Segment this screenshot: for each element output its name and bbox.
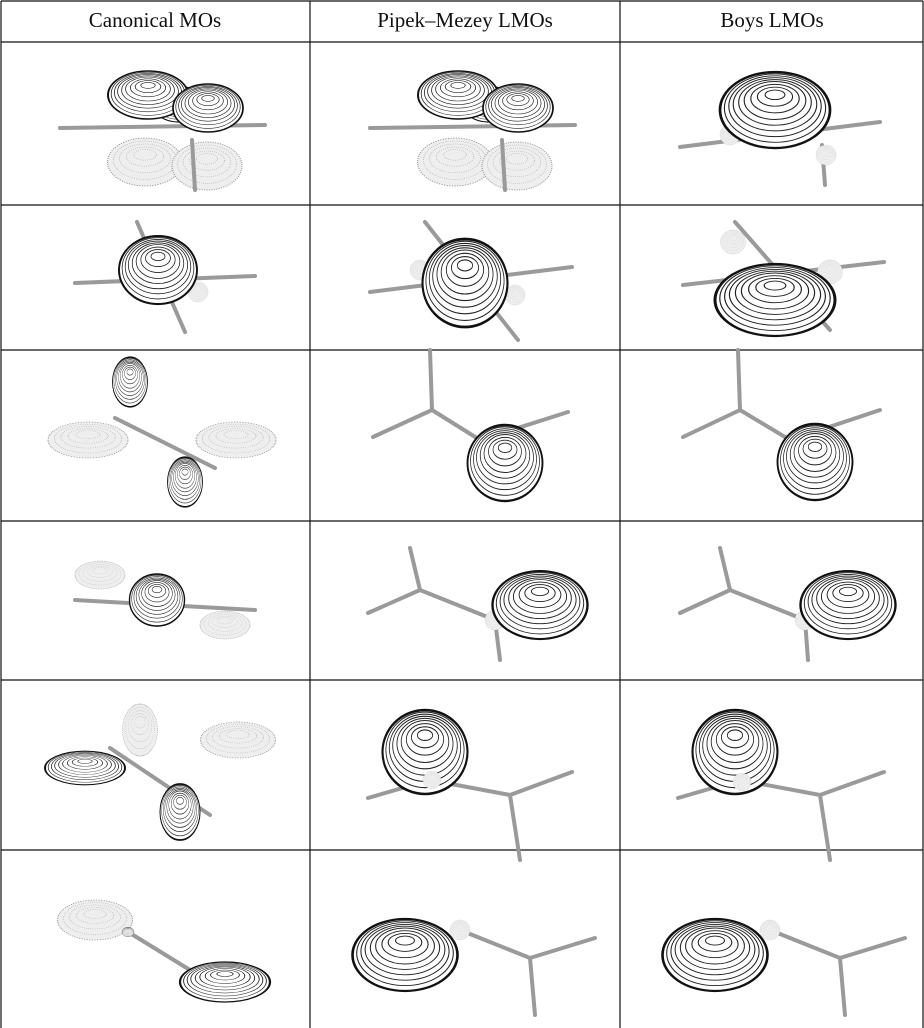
negative-lobe [732, 773, 752, 791]
negative-lobe [56, 899, 134, 941]
bond-stick [508, 793, 522, 862]
orbital-image [368, 220, 574, 342]
bond-stick [678, 546, 732, 615]
orbital-image [351, 917, 597, 1017]
negative-lobe [106, 137, 184, 187]
positive-lobe [466, 423, 544, 503]
negative-lobe [422, 771, 442, 789]
positive-lobe [166, 456, 204, 508]
bond-stick [190, 138, 197, 192]
negative-lobe [199, 610, 251, 640]
bond-stick [113, 416, 217, 470]
bond-stick [58, 123, 267, 130]
column-header: Boys LMOs [720, 8, 823, 32]
negative-lobe [195, 421, 277, 459]
bond-stick [371, 348, 434, 439]
positive-lobe [713, 262, 837, 338]
bond-stick [123, 928, 192, 972]
orbital-image [73, 220, 257, 334]
bond-stick [368, 123, 577, 130]
orbital-image [56, 899, 272, 1004]
orbital-image [43, 703, 277, 841]
orbital-image [676, 708, 886, 862]
positive-lobe [121, 927, 135, 937]
orbital-image [661, 917, 907, 1017]
negative-lobe [815, 144, 837, 166]
orbital-image [678, 546, 897, 662]
bond-stick [676, 770, 886, 800]
bond-stick [500, 138, 507, 192]
orbital-image [678, 70, 882, 187]
negative-lobe [720, 229, 746, 255]
bond-stick [838, 956, 847, 1017]
bond-stick [366, 546, 422, 615]
positive-lobe [661, 917, 769, 993]
bond-stick [366, 770, 574, 800]
negative-lobe [122, 703, 158, 757]
column-header: Canonical MOs [89, 8, 221, 32]
negative-lobe [199, 721, 277, 759]
orbital-image [368, 69, 577, 192]
column-header: Pipek–Mezey LMOs [377, 8, 553, 32]
bond-stick [681, 348, 742, 439]
bond-stick [768, 928, 907, 960]
positive-lobe [117, 234, 199, 306]
positive-lobe [172, 83, 244, 133]
negative-lobe [416, 137, 494, 187]
positive-lobe [178, 960, 272, 1004]
orbital-image [681, 348, 882, 502]
negative-lobe [759, 919, 781, 941]
positive-lobe [718, 70, 832, 150]
positive-lobe [776, 422, 854, 502]
positive-lobe [111, 356, 149, 408]
positive-lobe [799, 569, 897, 641]
orbital-image [681, 220, 886, 338]
positive-lobe [351, 917, 459, 993]
orbital-image [366, 546, 589, 662]
negative-lobe [74, 560, 126, 590]
negative-lobe [171, 141, 243, 191]
positive-lobe [159, 783, 201, 841]
bond-stick [458, 928, 597, 960]
positive-lobe [43, 750, 127, 786]
orbital-image [366, 708, 574, 862]
bond-stick [818, 793, 832, 862]
negative-lobe [47, 421, 129, 459]
positive-lobe [482, 83, 554, 133]
negative-lobe [481, 141, 553, 191]
positive-lobe [421, 237, 509, 329]
orbital-image [47, 356, 277, 508]
orbital-image [371, 348, 570, 503]
positive-lobe [491, 569, 589, 641]
orbital-image [58, 69, 267, 192]
positive-lobe [128, 573, 186, 627]
bond-stick [528, 956, 537, 1017]
negative-lobe [449, 919, 471, 941]
orbital-image [73, 560, 257, 640]
